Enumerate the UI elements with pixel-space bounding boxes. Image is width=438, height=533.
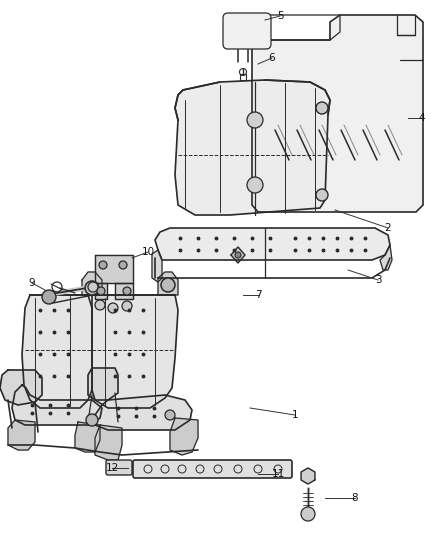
- Polygon shape: [115, 283, 133, 299]
- Circle shape: [247, 112, 263, 128]
- Circle shape: [247, 177, 263, 193]
- Circle shape: [42, 290, 56, 304]
- Text: 5: 5: [277, 11, 283, 21]
- Text: 12: 12: [106, 463, 119, 473]
- Polygon shape: [158, 272, 178, 295]
- Circle shape: [161, 278, 175, 292]
- Circle shape: [316, 102, 328, 114]
- Polygon shape: [175, 80, 330, 215]
- Circle shape: [108, 303, 118, 313]
- Circle shape: [97, 287, 105, 295]
- Polygon shape: [301, 468, 315, 484]
- Polygon shape: [12, 385, 102, 425]
- Circle shape: [86, 414, 98, 426]
- Polygon shape: [252, 15, 423, 212]
- Text: 1: 1: [292, 410, 298, 420]
- Circle shape: [99, 261, 107, 269]
- Polygon shape: [95, 395, 192, 430]
- Circle shape: [316, 189, 328, 201]
- Polygon shape: [155, 228, 390, 260]
- Text: 10: 10: [141, 247, 155, 257]
- Text: 3: 3: [374, 275, 381, 285]
- Text: 8: 8: [352, 493, 358, 503]
- Polygon shape: [8, 420, 35, 450]
- FancyBboxPatch shape: [133, 460, 292, 478]
- FancyBboxPatch shape: [223, 13, 271, 49]
- Circle shape: [165, 410, 175, 420]
- Circle shape: [235, 252, 241, 258]
- Polygon shape: [170, 418, 198, 455]
- Circle shape: [85, 281, 99, 295]
- Text: 7: 7: [254, 290, 261, 300]
- Text: 4: 4: [419, 113, 425, 123]
- Text: 9: 9: [28, 278, 35, 288]
- Polygon shape: [380, 245, 392, 270]
- Circle shape: [119, 261, 127, 269]
- Polygon shape: [88, 368, 118, 400]
- Polygon shape: [22, 295, 92, 408]
- Text: 11: 11: [272, 469, 285, 479]
- Polygon shape: [95, 425, 122, 460]
- Polygon shape: [82, 272, 102, 295]
- Polygon shape: [95, 283, 107, 299]
- Polygon shape: [92, 295, 178, 408]
- Polygon shape: [231, 247, 245, 263]
- Circle shape: [95, 300, 105, 310]
- Text: 2: 2: [385, 223, 391, 233]
- Polygon shape: [0, 370, 42, 405]
- FancyBboxPatch shape: [106, 460, 132, 475]
- Polygon shape: [152, 250, 162, 282]
- Polygon shape: [95, 255, 133, 283]
- Polygon shape: [75, 422, 100, 452]
- Circle shape: [123, 287, 131, 295]
- Circle shape: [301, 507, 315, 521]
- Text: 6: 6: [268, 53, 276, 63]
- Circle shape: [122, 301, 132, 311]
- Circle shape: [88, 282, 98, 292]
